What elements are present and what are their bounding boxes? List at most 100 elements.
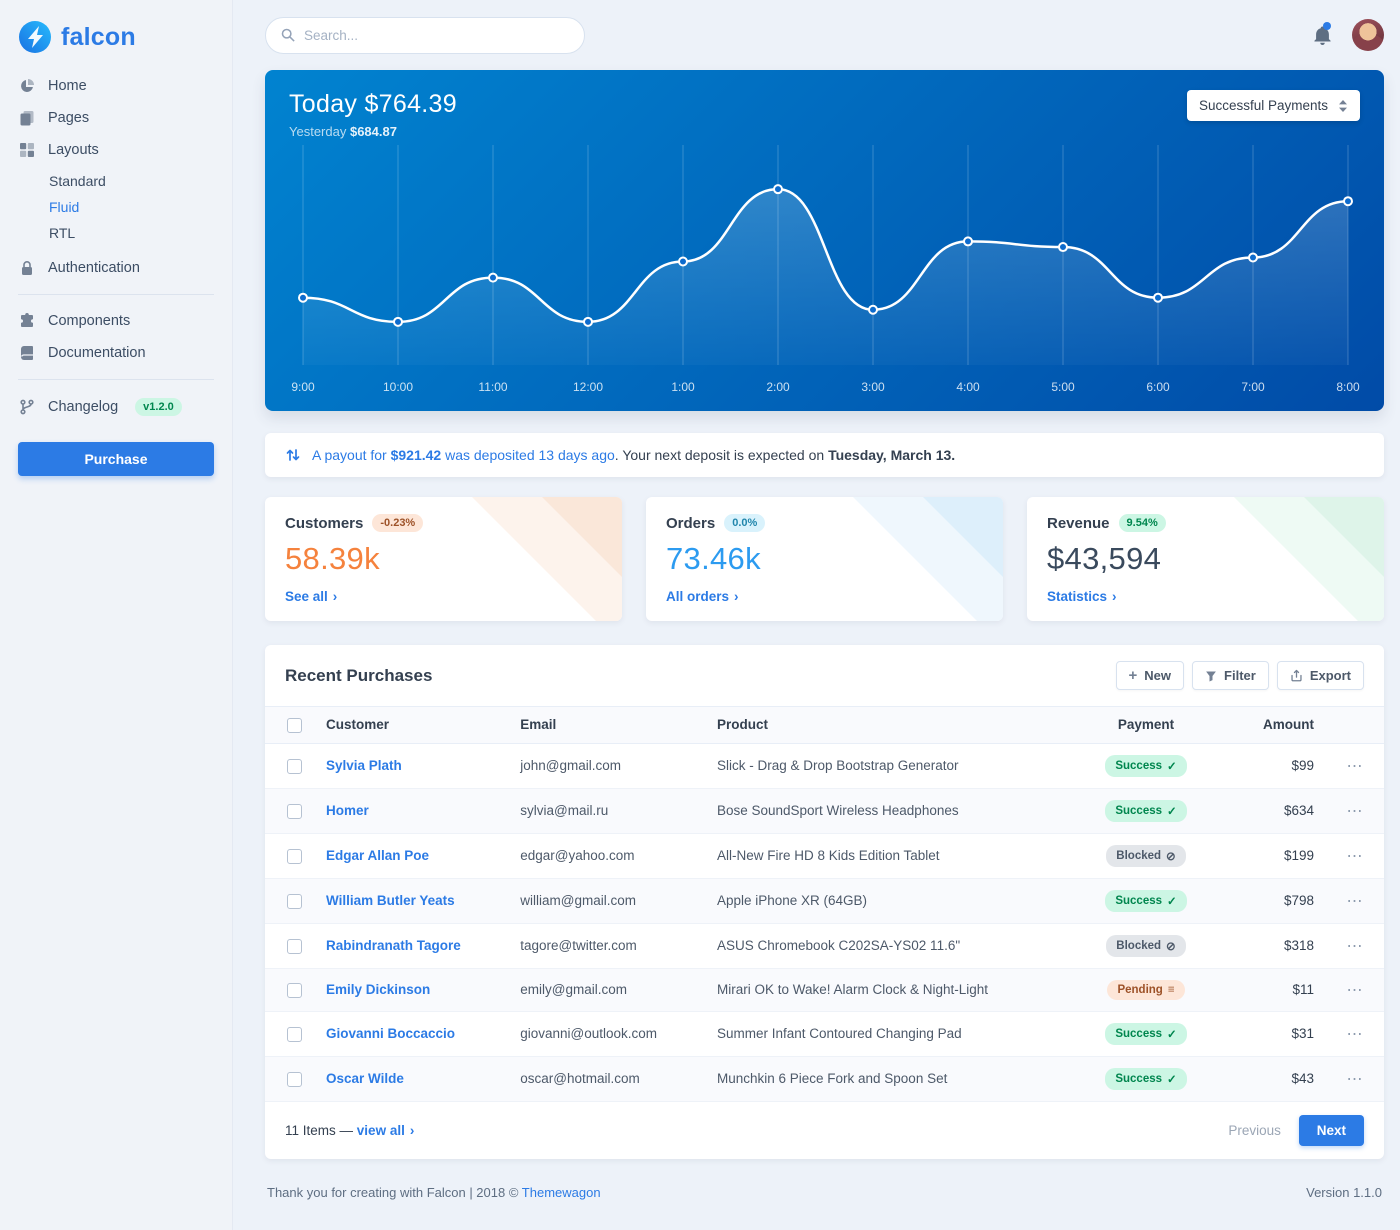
brand-logo[interactable]: falcon bbox=[0, 12, 232, 70]
sidebar-item-pages[interactable]: Pages bbox=[0, 102, 232, 134]
table-row: Giovanni Boccaccio giovanni@outlook.com … bbox=[265, 1011, 1384, 1057]
payout-alert: A payout for $921.42 was deposited 13 da… bbox=[265, 433, 1384, 477]
row-actions-button[interactable]: ⋯ bbox=[1346, 937, 1364, 955]
sidebar-item-changelog[interactable]: Changelog v1.2.0 bbox=[0, 390, 232, 424]
recent-purchases-card: Recent Purchases New Filter Export Custo… bbox=[265, 645, 1384, 1159]
avatar[interactable] bbox=[1352, 19, 1384, 51]
payment-status-badge: Success ✓ bbox=[1105, 1022, 1187, 1045]
pages-icon bbox=[18, 110, 35, 126]
customer-link[interactable]: Homer bbox=[326, 803, 369, 819]
table-row: Edgar Allan Poe edgar@yahoo.com All-New … bbox=[265, 833, 1384, 879]
puzzle-icon bbox=[18, 313, 35, 329]
row-actions-button[interactable]: ⋯ bbox=[1346, 892, 1364, 910]
table-row: Oscar Wilde oscar@hotmail.com Munchkin 6… bbox=[265, 1056, 1384, 1102]
customer-link[interactable]: Sylvia Plath bbox=[326, 758, 402, 774]
payout-link[interactable]: A payout for $921.42 was deposited 13 da… bbox=[312, 447, 615, 463]
sidebar-item-label: Documentation bbox=[48, 345, 146, 361]
next-button[interactable]: Next bbox=[1298, 1114, 1364, 1146]
customer-link[interactable]: William Butler Yeats bbox=[326, 893, 455, 909]
filter-icon bbox=[1205, 670, 1217, 682]
row-checkbox[interactable] bbox=[287, 848, 302, 864]
previous-button[interactable]: Previous bbox=[1228, 1122, 1281, 1138]
sidebar-item-fluid[interactable]: Fluid bbox=[49, 199, 80, 215]
stat-badge: -0.23% bbox=[372, 514, 424, 532]
row-actions-button[interactable]: ⋯ bbox=[1346, 981, 1364, 999]
row-actions-button[interactable]: ⋯ bbox=[1346, 1070, 1364, 1088]
row-actions-button[interactable]: ⋯ bbox=[1346, 802, 1364, 820]
customer-link[interactable]: Giovanni Boccaccio bbox=[326, 1026, 456, 1042]
statistics-link[interactable]: Statistics bbox=[1047, 589, 1117, 604]
email-cell: tagore@twitter.com bbox=[508, 923, 705, 969]
search-input[interactable] bbox=[304, 27, 569, 43]
sidebar-item-rtl[interactable]: RTL bbox=[49, 225, 76, 241]
row-actions-button[interactable]: ⋯ bbox=[1346, 847, 1364, 865]
sort-arrows-icon bbox=[1338, 99, 1348, 113]
svg-text:10:00: 10:00 bbox=[383, 380, 413, 394]
select-all-checkbox[interactable] bbox=[287, 717, 302, 733]
sidebar-item-label: Home bbox=[48, 78, 87, 94]
sidebar-item-home[interactable]: Home bbox=[0, 70, 232, 102]
search-box[interactable] bbox=[265, 16, 585, 54]
sidebar-item-standard[interactable]: Standard bbox=[49, 173, 106, 189]
email-cell: edgar@yahoo.com bbox=[508, 833, 705, 879]
filter-button[interactable]: Filter bbox=[1192, 661, 1269, 690]
row-actions-button[interactable]: ⋯ bbox=[1346, 1025, 1364, 1043]
row-checkbox[interactable] bbox=[287, 982, 302, 998]
row-checkbox[interactable] bbox=[287, 938, 302, 954]
payment-status-badge: Success ✓ bbox=[1105, 889, 1187, 912]
sidebar-item-documentation[interactable]: Documentation bbox=[0, 337, 232, 369]
product-cell: All-New Fire HD 8 Kids Edition Tablet bbox=[704, 833, 1066, 879]
notifications-button[interactable] bbox=[1313, 21, 1332, 45]
row-checkbox[interactable] bbox=[287, 803, 302, 819]
layouts-submenu: Standard Fluid RTL bbox=[0, 166, 232, 252]
svg-text:2:00: 2:00 bbox=[766, 380, 790, 394]
grid-icon bbox=[18, 142, 35, 158]
row-checkbox[interactable] bbox=[287, 893, 302, 909]
code-branch-icon bbox=[18, 399, 35, 415]
product-cell: Munchkin 6 Piece Fork and Spoon Set bbox=[704, 1056, 1066, 1102]
row-checkbox[interactable] bbox=[287, 1026, 302, 1042]
see-all-link[interactable]: See all bbox=[285, 589, 337, 604]
purchase-button[interactable]: Purchase bbox=[18, 442, 214, 476]
sidebar-item-label: Authentication bbox=[48, 260, 140, 276]
amount-cell: $798 bbox=[1226, 878, 1326, 924]
export-button[interactable]: Export bbox=[1276, 661, 1364, 690]
product-cell: Mirari OK to Wake! Alarm Clock & Night-L… bbox=[704, 968, 1066, 1012]
table-row: Sylvia Plath john@gmail.com Slick - Drag… bbox=[265, 743, 1384, 789]
email-cell: giovanni@outlook.com bbox=[508, 1011, 705, 1057]
column-header-customer: Customer bbox=[314, 706, 509, 744]
payment-status-badge: Success ✓ bbox=[1105, 799, 1187, 822]
customer-link[interactable]: Emily Dickinson bbox=[326, 982, 431, 998]
payments-type-select[interactable]: Successful Payments bbox=[1186, 90, 1360, 121]
row-checkbox[interactable] bbox=[287, 1071, 302, 1087]
customer-link[interactable]: Oscar Wilde bbox=[326, 1071, 404, 1087]
customer-link[interactable]: Edgar Allan Poe bbox=[326, 848, 430, 864]
table-row: Rabindranath Tagore tagore@twitter.com A… bbox=[265, 923, 1384, 969]
column-header-amount: Amount bbox=[1226, 706, 1326, 744]
new-button[interactable]: New bbox=[1115, 661, 1185, 690]
amount-cell: $31 bbox=[1226, 1011, 1326, 1057]
payment-status-icon: ✓ bbox=[1167, 1073, 1177, 1086]
view-all-link[interactable]: view all bbox=[357, 1123, 415, 1138]
row-checkbox[interactable] bbox=[287, 758, 302, 774]
product-cell: Summer Infant Contoured Changing Pad bbox=[704, 1011, 1066, 1057]
email-cell: john@gmail.com bbox=[508, 743, 705, 789]
themewagon-link[interactable]: Themewagon bbox=[521, 1184, 601, 1200]
sidebar-item-layouts[interactable]: Layouts bbox=[0, 134, 232, 166]
book-icon bbox=[18, 345, 35, 361]
svg-text:1:00: 1:00 bbox=[671, 380, 695, 394]
payout-date: Tuesday, March 13. bbox=[828, 447, 956, 463]
amount-cell: $634 bbox=[1226, 788, 1326, 834]
email-cell: william@gmail.com bbox=[508, 878, 705, 924]
all-orders-link[interactable]: All orders bbox=[666, 589, 739, 604]
row-actions-button[interactable]: ⋯ bbox=[1346, 757, 1364, 775]
chevron-right-icon bbox=[328, 589, 338, 604]
stat-card-revenue: Revenue 9.54% $43,594 Statistics bbox=[1027, 497, 1384, 621]
stat-value: $43,594 bbox=[1047, 541, 1162, 576]
payment-status-badge: Success ✓ bbox=[1105, 754, 1187, 777]
sidebar-item-components[interactable]: Components bbox=[0, 305, 232, 337]
payments-chart-card: Today $764.39 Yesterday $684.87 Successf… bbox=[265, 70, 1384, 411]
sidebar-item-authentication[interactable]: Authentication bbox=[0, 252, 232, 284]
customer-link[interactable]: Rabindranath Tagore bbox=[326, 938, 461, 954]
